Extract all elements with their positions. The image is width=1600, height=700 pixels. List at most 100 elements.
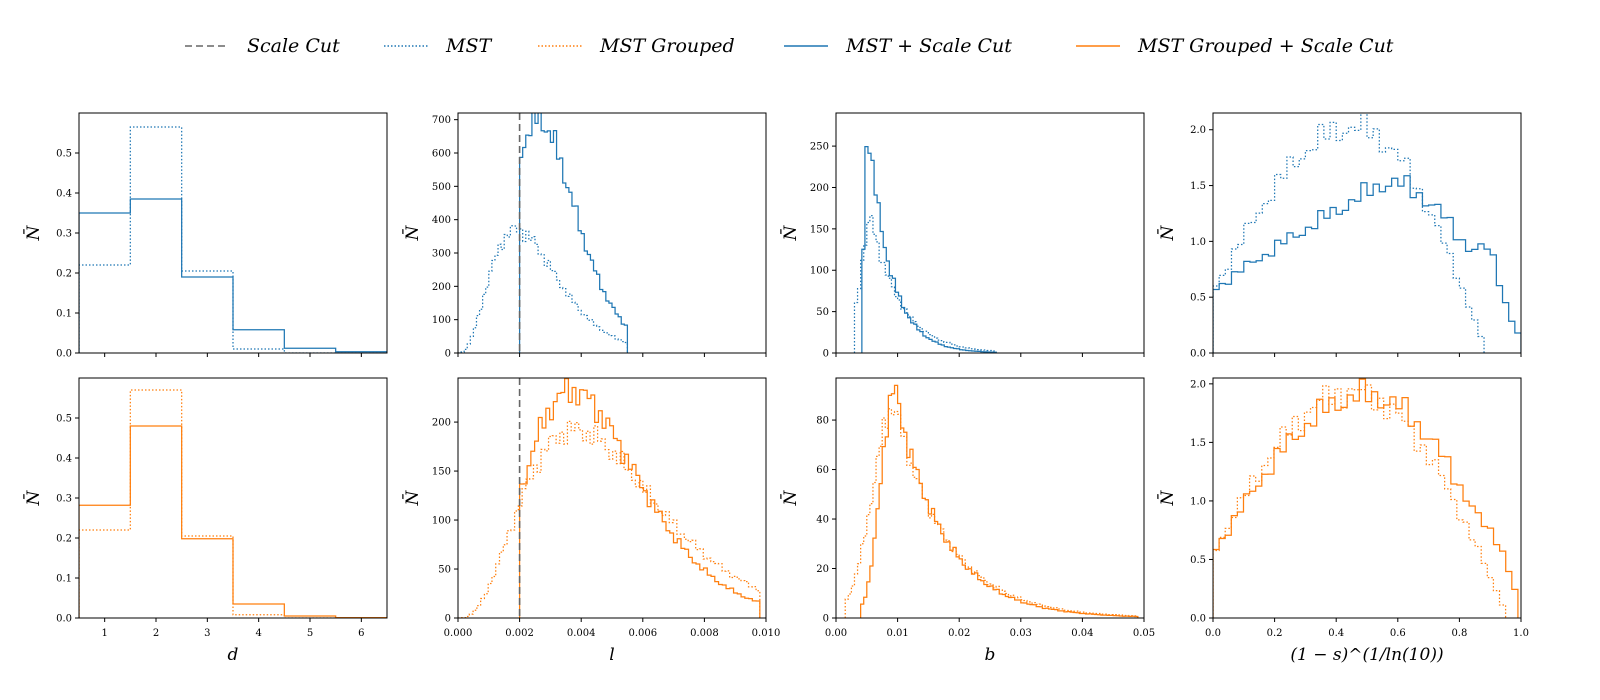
- y-tick-label: 0.0: [56, 349, 72, 360]
- axes-frame: [835, 377, 1145, 619]
- histogram-panel: 0.0 0.1 0.2 0.3 0.4 0.5 1 2 3 4 5 6 N̄ d: [22, 377, 388, 665]
- dotted-step-series: [1213, 384, 1507, 618]
- y-tick-label: 0.2: [56, 534, 72, 545]
- dotted-step-series: [458, 420, 761, 618]
- y-tick-label: 150: [810, 224, 829, 235]
- x-tick-label: 1: [101, 628, 107, 639]
- x-tick-label: 0.04: [1071, 628, 1093, 639]
- y-axis-label: N̄: [22, 489, 44, 506]
- y-axis-label: N̄: [22, 224, 44, 241]
- histogram-panel: 0 20 40 60 80 0.00 0.01 0.02 0.03 0.04 0.05 N̄ b: [779, 377, 1155, 665]
- y-axis-label: N̄: [779, 489, 801, 506]
- legend-label: MST: [445, 35, 492, 57]
- y-axis-label: N̄: [401, 489, 423, 506]
- y-tick-label: 400: [432, 215, 451, 226]
- y-tick-label: 150: [432, 467, 451, 478]
- legend-item: Scale Cut: [185, 35, 340, 57]
- y-tick-label: 0.1: [56, 574, 72, 585]
- legend: Scale Cut MST MST Grouped MST + Scale Cut MS…: [185, 35, 1394, 57]
- y-tick-label: 100: [432, 516, 451, 527]
- y-tick-label: 300: [432, 249, 451, 260]
- x-tick-label: 0.03: [1010, 628, 1032, 639]
- y-tick-label: 50: [438, 565, 451, 576]
- y-tick-label: 0.3: [56, 229, 72, 240]
- dotted-step-series: [853, 214, 997, 353]
- y-tick-label: 100: [432, 315, 451, 326]
- y-tick-label: 40: [816, 515, 829, 526]
- x-tick-label: 0.000: [444, 628, 473, 639]
- y-tick-label: 1.5: [1190, 438, 1206, 449]
- y-tick-label: 0.0: [1190, 349, 1206, 360]
- x-tick-label: 0.4: [1328, 628, 1344, 639]
- x-tick-label: 0.2: [1267, 628, 1283, 639]
- y-tick-label: 500: [432, 182, 451, 193]
- legend-label: MST + Scale Cut: [845, 35, 1012, 57]
- y-tick-label: 60: [816, 465, 829, 476]
- solid-step-series: [1213, 175, 1521, 353]
- axes-frame: [457, 112, 767, 354]
- x-axis-label: (1 − s)^(1/ln(10)): [1290, 645, 1443, 665]
- x-tick-label: 0.002: [505, 628, 534, 639]
- y-tick-label: 2.0: [1190, 379, 1206, 390]
- solid-step-series: [861, 146, 997, 353]
- x-axis-label: b: [985, 645, 996, 665]
- histogram-panel: 0.0 0.1 0.2 0.3 0.4 0.5 N̄: [22, 112, 388, 360]
- x-tick-label: 4: [255, 628, 261, 639]
- legend-label: MST Grouped: [599, 35, 735, 57]
- histogram-panel: 0 50 100 150 200 250 N̄: [779, 112, 1145, 360]
- x-tick-label: 0.02: [948, 628, 970, 639]
- solid-step-series: [79, 425, 387, 618]
- histogram-panel: 0.0 0.5 1.0 1.5 2.0 0.0 0.2 0.4 0.6 0.8 1.0 N̄ (1 − …: [1156, 377, 1529, 665]
- axes-frame: [457, 377, 767, 619]
- y-tick-label: 700: [432, 115, 451, 126]
- y-tick-label: 0: [823, 349, 829, 360]
- x-tick-label: 1.0: [1513, 628, 1529, 639]
- solid-step-series: [860, 384, 1139, 618]
- x-tick-label: 0.01: [886, 628, 908, 639]
- y-axis-label: N̄: [1156, 224, 1178, 241]
- x-tick-label: 0.6: [1390, 628, 1406, 639]
- y-tick-label: 0: [445, 349, 451, 360]
- y-tick-label: 0.3: [56, 494, 72, 505]
- axes-frame: [1212, 112, 1522, 354]
- x-tick-label: 0.00: [825, 628, 847, 639]
- y-axis-label: N̄: [401, 224, 423, 241]
- histogram-panel: 0 50 100 150 200 0.000 0.002 0.004 0.006 0.008 0.0…: [401, 377, 781, 665]
- axes-frame: [1212, 377, 1522, 619]
- x-tick-label: 6: [358, 628, 364, 639]
- y-tick-label: 0.1: [56, 309, 72, 320]
- x-tick-label: 2: [153, 628, 159, 639]
- x-tick-label: 3: [204, 628, 210, 639]
- histogram-panel: 0.0 0.5 1.0 1.5 2.0 N̄: [1156, 112, 1522, 360]
- y-axis-label: N̄: [779, 224, 801, 241]
- y-tick-label: 200: [810, 183, 829, 194]
- dotted-step-series: [79, 126, 387, 353]
- y-tick-label: 1.0: [1190, 496, 1206, 507]
- legend-label: MST Grouped + Scale Cut: [1137, 35, 1394, 57]
- y-tick-label: 1.0: [1190, 237, 1206, 248]
- y-tick-label: 600: [432, 149, 451, 160]
- y-tick-label: 0: [445, 614, 451, 625]
- y-tick-label: 0.4: [56, 189, 72, 200]
- legend-item: MST Grouped + Scale Cut: [1076, 35, 1394, 57]
- x-axis-label: l: [609, 645, 614, 665]
- x-tick-label: 5: [307, 628, 313, 639]
- x-tick-label: 0.006: [628, 628, 657, 639]
- y-tick-label: 0.5: [1190, 555, 1206, 566]
- legend-item: MST Grouped: [538, 35, 735, 57]
- y-tick-label: 0.0: [56, 614, 72, 625]
- solid-step-series: [518, 113, 629, 353]
- dotted-step-series: [844, 408, 1139, 618]
- y-tick-label: 0.5: [1190, 293, 1206, 304]
- x-tick-label: 0.010: [752, 628, 781, 639]
- y-tick-label: 0.4: [56, 454, 72, 465]
- y-tick-label: 0.5: [56, 149, 72, 160]
- solid-step-series: [518, 378, 761, 618]
- x-tick-label: 0.004: [567, 628, 596, 639]
- x-tick-label: 0.8: [1451, 628, 1467, 639]
- y-tick-label: 0.5: [56, 414, 72, 425]
- solid-step-series: [79, 198, 387, 353]
- y-tick-label: 0.2: [56, 269, 72, 280]
